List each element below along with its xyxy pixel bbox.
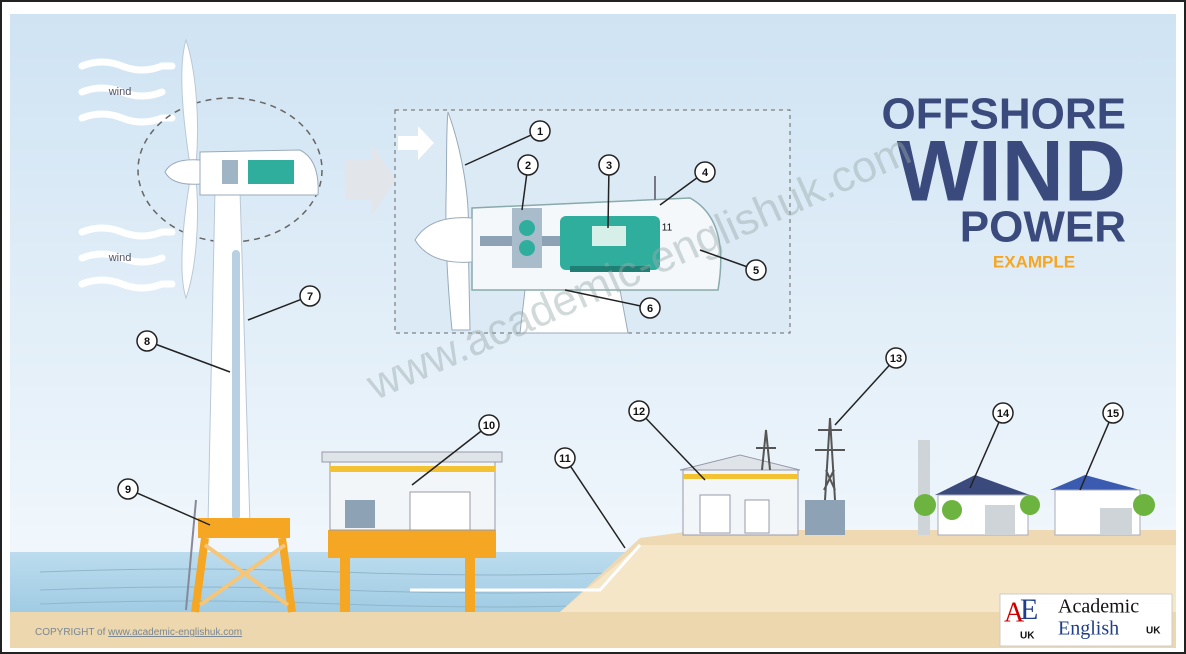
offshore-substation xyxy=(345,500,375,528)
callout-number: 6 xyxy=(647,303,653,315)
copyright: COPYRIGHT of www.academic-englishuk.com xyxy=(35,627,242,638)
callout-number: 2 xyxy=(525,160,531,172)
callout-number: 11 xyxy=(559,453,571,465)
logo-word: UK xyxy=(1146,626,1161,637)
callout-number: 14 xyxy=(997,408,1010,420)
logo-sub: UK xyxy=(1020,631,1035,642)
buildings xyxy=(1133,494,1155,516)
copyright-prefix: COPYRIGHT of xyxy=(35,627,106,638)
buildings xyxy=(914,494,936,516)
offshore-substation xyxy=(322,452,502,462)
nacelle-inset xyxy=(512,208,542,268)
buildings xyxy=(1100,508,1132,535)
jacket-foundation xyxy=(198,518,290,538)
onshore-substation xyxy=(745,500,769,533)
callout-number: 8 xyxy=(144,336,150,348)
subtitle: EXAMPLE xyxy=(993,252,1075,271)
copyright-link[interactable]: www.academic-englishuk.com xyxy=(107,627,242,638)
wind-turbine xyxy=(222,160,238,184)
nacelle-inset xyxy=(592,226,626,246)
wind-label: wind xyxy=(108,86,132,98)
offshore-substation xyxy=(410,492,470,530)
buildings xyxy=(985,505,1015,535)
nacelle-inset xyxy=(519,240,535,256)
callout-number: 3 xyxy=(606,160,612,172)
callout-number: 13 xyxy=(890,353,902,365)
buildings xyxy=(918,440,930,535)
logo-word: English xyxy=(1058,618,1119,640)
wind-turbine xyxy=(248,160,294,184)
callout-number: 5 xyxy=(753,265,759,277)
callout-number: 12 xyxy=(633,406,645,418)
buildings xyxy=(942,500,962,520)
onshore-substation xyxy=(805,500,845,535)
leader-line xyxy=(608,175,609,228)
offshore-substation xyxy=(330,466,495,472)
callout-number: 15 xyxy=(1107,408,1119,420)
title-line: POWER xyxy=(960,203,1126,252)
callout-number: 9 xyxy=(125,484,131,496)
wind-turbine xyxy=(232,250,240,520)
onshore-substation xyxy=(700,495,730,533)
callout-number: 10 xyxy=(483,420,495,432)
logo-word: Academic xyxy=(1058,596,1139,618)
logo-letter: E xyxy=(1020,593,1038,626)
offshore-substation xyxy=(328,530,496,558)
buildings xyxy=(1020,495,1040,515)
callout-number: 1 xyxy=(537,126,543,138)
nacelle-inset xyxy=(519,220,535,236)
logo: A E UK Academic English UK xyxy=(1000,593,1172,646)
diagram: wind wind xyxy=(0,0,1186,654)
callout-number: 4 xyxy=(702,167,709,179)
callout-number: 7 xyxy=(307,291,313,303)
wind-label: wind xyxy=(108,252,132,264)
